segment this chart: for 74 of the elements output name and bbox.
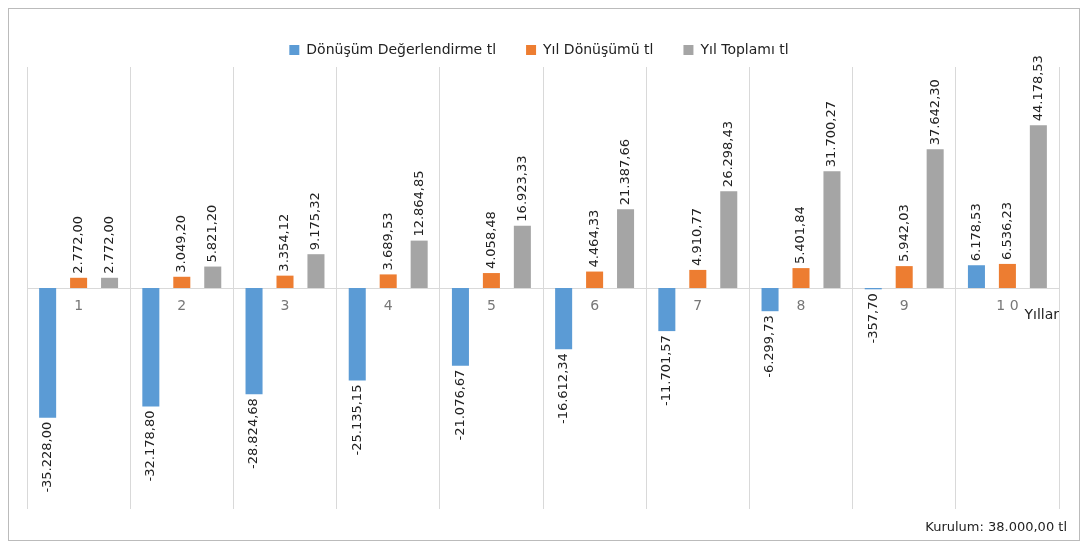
data-label: 44.178,53 <box>1029 55 1045 122</box>
data-label: -21.076,67 <box>451 369 467 441</box>
bar <box>658 288 676 332</box>
bar <box>555 288 573 350</box>
data-label: 5.942,03 <box>895 204 911 263</box>
data-label: 37.642,30 <box>926 79 942 146</box>
bar <box>142 288 160 407</box>
bar <box>1029 125 1047 288</box>
x-tick-label: 7 <box>693 297 703 314</box>
data-label: 31.700,27 <box>823 101 839 168</box>
data-label: -6.299,73 <box>761 315 777 378</box>
bar <box>70 277 88 288</box>
x-tick-label: 5 <box>486 297 496 314</box>
bar <box>276 275 294 288</box>
data-label: -25.135,15 <box>348 384 364 456</box>
x-tick-label: 1 0 <box>996 297 1019 314</box>
bar <box>926 149 944 288</box>
bar <box>348 288 366 381</box>
data-label: 6.536,23 <box>998 202 1014 260</box>
x-tick-label: 6 <box>590 297 600 314</box>
x-tick-label: 8 <box>796 297 806 314</box>
data-label: 9.175,32 <box>307 192 323 251</box>
bar <box>761 288 779 312</box>
legend-label: Dönüşüm Değerlendirme tl <box>306 40 497 57</box>
text: Kurulum: 38.000,00 tl <box>925 519 1067 534</box>
data-label: 4.910,77 <box>689 208 705 266</box>
bar <box>101 277 119 288</box>
data-label: 16.923,33 <box>513 155 529 222</box>
data-label: 4.058,48 <box>482 211 498 270</box>
bar <box>998 263 1016 288</box>
data-label: 2.772,00 <box>100 215 116 274</box>
bar <box>379 274 397 288</box>
bar <box>689 269 707 288</box>
data-label: 12.864,85 <box>410 170 426 237</box>
x-tick-label: 1 <box>74 297 84 314</box>
data-label: 2.772,00 <box>69 215 85 274</box>
x-tick-label: 9 <box>899 297 909 314</box>
bar <box>451 288 469 366</box>
data-label: -11.701,57 <box>658 335 674 406</box>
x-axis-title: Yıllar <box>1023 305 1060 322</box>
data-label: 6.178,53 <box>967 203 983 262</box>
bar <box>513 225 531 288</box>
data-label: 26.298,43 <box>720 120 736 188</box>
bar <box>895 266 913 288</box>
bar <box>39 288 57 418</box>
bar <box>204 266 222 288</box>
legend-label: Yıl Toplamı tl <box>699 40 789 57</box>
bar <box>307 254 325 288</box>
bar <box>245 288 263 395</box>
bar <box>410 240 428 288</box>
data-label: 3.049,20 <box>173 214 189 273</box>
data-label: -35.228,00 <box>39 421 55 493</box>
bar <box>720 191 738 288</box>
data-label: 21.387,66 <box>616 139 632 206</box>
bar <box>482 273 500 288</box>
data-label: -28.824,68 <box>245 398 261 470</box>
x-tick-label: 2 <box>177 297 187 314</box>
legend-label: Yıl Dönüşümü tl <box>542 40 654 57</box>
data-label: -16.612,34 <box>555 353 571 425</box>
data-label: 5.821,20 <box>204 204 220 263</box>
bar <box>173 276 191 288</box>
bar <box>617 209 635 288</box>
data-label: 4.464,33 <box>585 209 601 268</box>
bar <box>823 171 841 288</box>
data-label: 3.354,12 <box>276 213 292 272</box>
x-tick-label: 4 <box>383 297 393 314</box>
bar <box>586 271 604 288</box>
data-label: 5.401,84 <box>792 206 808 265</box>
x-tick-label: 3 <box>280 297 290 314</box>
data-label: 3.689,53 <box>379 212 395 271</box>
data-label: -357,70 <box>864 293 880 344</box>
data-label: -32.178,80 <box>142 410 158 482</box>
bar <box>792 268 810 288</box>
bar <box>967 265 985 288</box>
